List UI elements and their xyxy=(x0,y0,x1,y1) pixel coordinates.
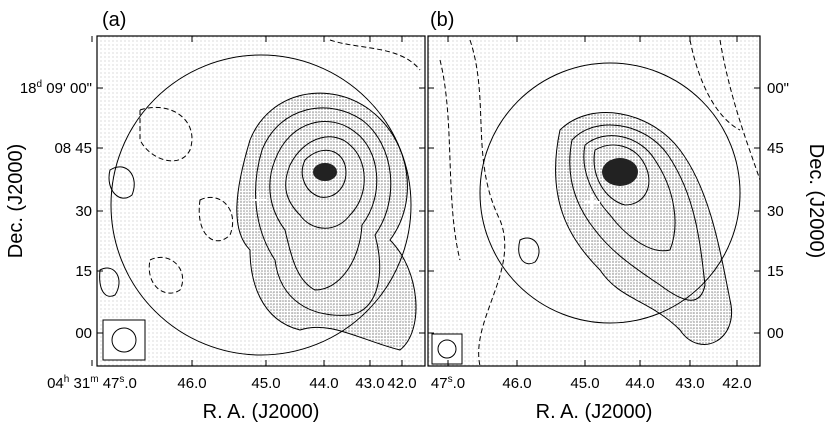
y-tick-label: 00" xyxy=(767,80,789,97)
y-tick-label-part: 18 xyxy=(20,80,37,97)
x-tick-label-part: 31 xyxy=(69,375,90,392)
y-tick-label-part: d xyxy=(37,79,43,90)
x-tick-label-part: .0 xyxy=(453,375,466,392)
panel-b-map xyxy=(428,36,760,366)
x-tick-label-part: s xyxy=(448,374,453,385)
y-axis-label: Dec. (J2000) xyxy=(805,144,827,259)
panel-label: (b) xyxy=(430,9,454,31)
x-tick-label: 47s.0 xyxy=(431,374,465,392)
x-tick-label-part: h xyxy=(64,374,70,385)
cross xyxy=(250,192,266,208)
cross xyxy=(584,194,600,210)
x-tick-label: 43.0 xyxy=(355,375,384,392)
x-tick-label-part: 47 xyxy=(431,375,448,392)
x-tick-label: 44.0 xyxy=(625,375,654,392)
y-tick-label: 18d 09' 00" xyxy=(20,79,92,97)
panel-a-map xyxy=(97,36,425,366)
x-tick-label-part: m xyxy=(90,374,98,385)
x-tick-label-part: 04 xyxy=(47,375,64,392)
x-tick-label: 45.0 xyxy=(570,375,599,392)
y-tick-label: 15 xyxy=(75,263,92,280)
x-tick-label: 46.0 xyxy=(177,375,206,392)
x-tick-label-part: .0 xyxy=(124,375,137,392)
beam-circle xyxy=(110,54,412,356)
beam-circle xyxy=(479,62,741,324)
y-axis-label: Dec. (J2000) xyxy=(5,144,27,259)
x-tick-label: 43.0 xyxy=(675,375,704,392)
x-tick-label-part: 47 xyxy=(99,375,120,392)
beam-box xyxy=(431,333,463,365)
y-tick-label: 45 xyxy=(767,140,784,157)
x-tick-label-part: s xyxy=(119,374,124,385)
x-tick-label: 45.0 xyxy=(251,375,280,392)
y-tick-label: 30 xyxy=(75,203,92,220)
x-tick-label: 42.0 xyxy=(722,375,751,392)
x-tick-label: 46.0 xyxy=(502,375,531,392)
y-tick-label-part: 09' 00" xyxy=(42,80,92,97)
x-axis-label: R. A. (J2000) xyxy=(203,401,320,423)
panel-b-frame xyxy=(427,35,761,367)
x-axis-label: R. A. (J2000) xyxy=(536,401,653,423)
panel-label: (a) xyxy=(102,9,126,31)
y-tick-label: 00 xyxy=(75,325,92,342)
y-tick-label: 08 45 xyxy=(54,140,92,157)
beam-box xyxy=(102,319,146,361)
x-tick-label: 44.0 xyxy=(309,375,338,392)
y-tick-label: 00 xyxy=(767,325,784,342)
y-tick-label: 30 xyxy=(767,203,784,220)
y-tick-label: 15 xyxy=(767,263,784,280)
panel-a-frame xyxy=(96,35,426,367)
x-tick-label: 42.0 xyxy=(387,375,416,392)
beam xyxy=(437,339,457,359)
beam xyxy=(111,327,137,353)
x-tick-label: 04h 31m 47s.0 xyxy=(47,374,137,392)
